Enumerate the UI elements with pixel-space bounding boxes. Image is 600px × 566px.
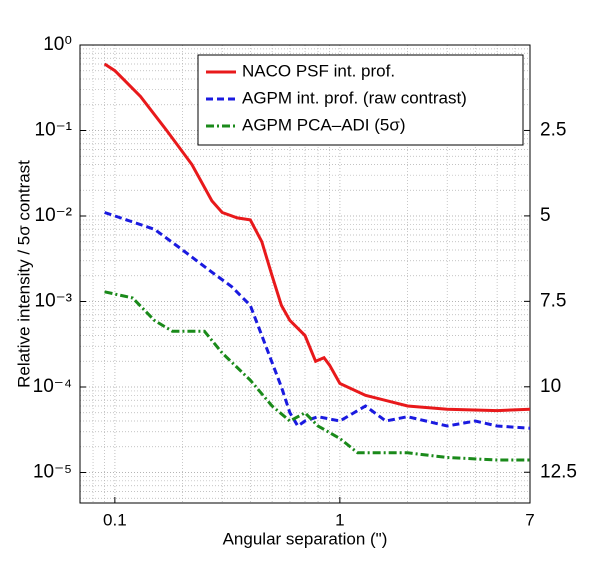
y-tick-label: 10⁻⁵ <box>33 462 72 483</box>
y2-tick-label: 2.5 <box>540 119 566 140</box>
y-tick-label: 10⁻² <box>35 205 73 226</box>
x-axis-label: Angular separation (") <box>223 529 388 548</box>
x-tick-label: 0.1 <box>103 510 127 529</box>
y2-tick-label: 12.5 <box>540 461 577 482</box>
legend-box <box>197 54 524 146</box>
legend-label: AGPM int. prof. (raw contrast) <box>242 88 467 107</box>
plot-frame <box>79 44 531 504</box>
line-series <box>103 62 531 413</box>
y2-tick-label: 10 <box>540 376 561 397</box>
x-tick-label: 7 <box>525 510 534 529</box>
y2-tick-label: 5 <box>540 205 551 226</box>
x-tick-label: 1 <box>335 510 344 529</box>
y-axis-label: Relative intensity / 5σ contrast <box>14 160 33 388</box>
line-series <box>104 211 531 430</box>
y-tick-label: 10⁻⁴ <box>33 376 72 397</box>
legend-label: AGPM PCA–ADI (5σ) <box>242 115 406 134</box>
y-tick-label: 10⁻³ <box>35 291 73 312</box>
y2-tick-label: 7.5 <box>540 290 566 311</box>
y-tick-label: 10⁻¹ <box>35 120 73 141</box>
legend-label: NACO PSF int. prof. <box>242 61 395 80</box>
y-tick-label: 10⁰ <box>43 34 72 55</box>
line-series <box>104 290 530 462</box>
